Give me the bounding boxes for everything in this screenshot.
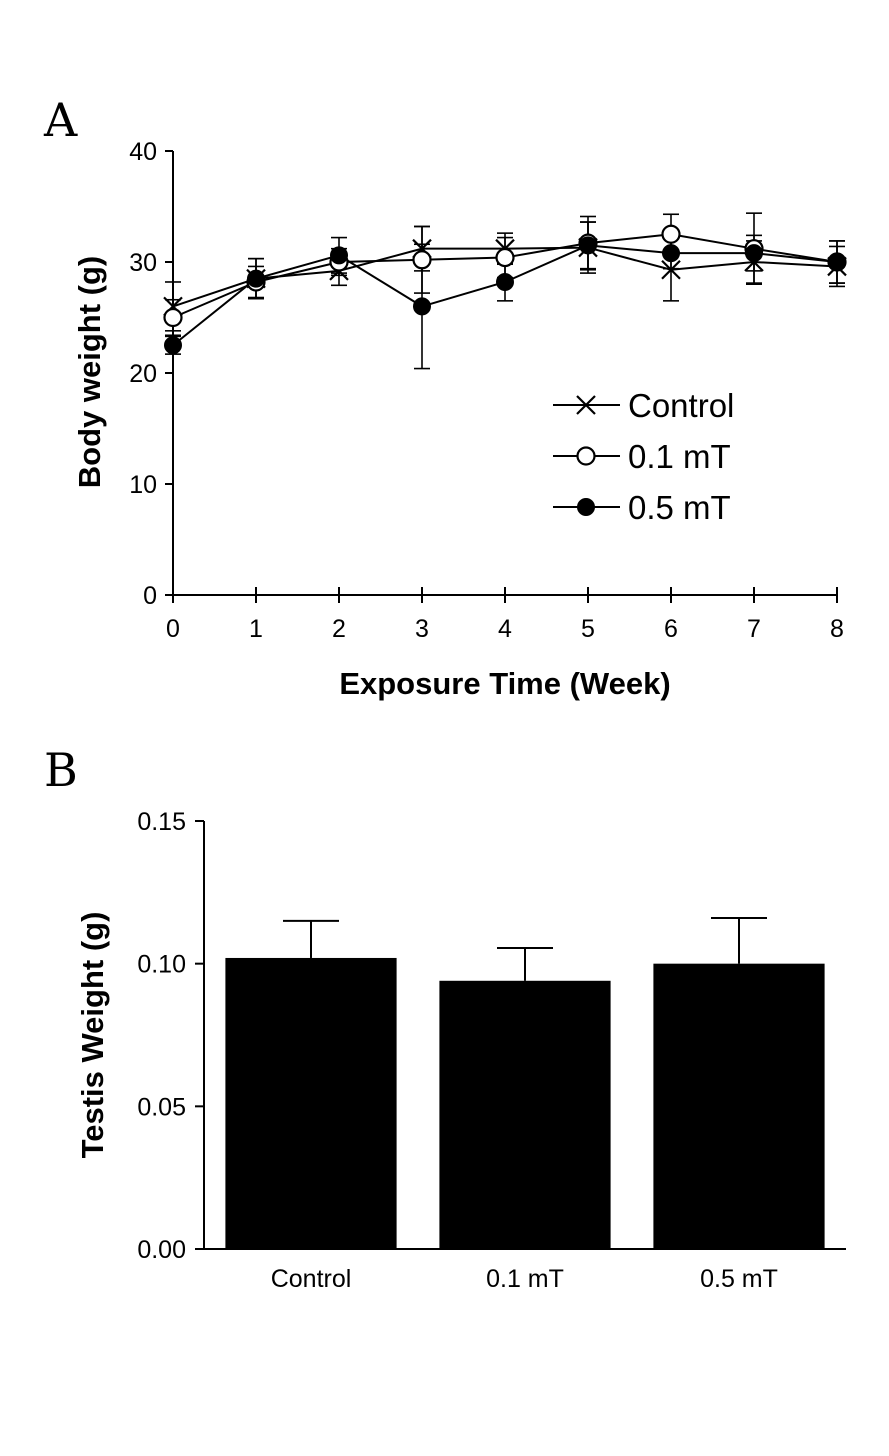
bar-category-label: Control — [271, 1265, 352, 1293]
legend-marker — [577, 498, 595, 516]
data-point — [412, 250, 432, 270]
panel-a-series — [163, 212, 847, 370]
panel-a-x-tick-label: 6 — [664, 615, 678, 643]
panel-a-x-tick-label: 4 — [498, 615, 512, 643]
data-point — [330, 246, 348, 265]
panel-a-axes — [165, 150, 838, 603]
bar — [225, 957, 397, 1249]
panel-b-bar-chart: B 0.00 0.05 0.10 0.15 Control 0.1 mT 0.5 mT T… — [44, 743, 846, 1293]
data-point — [247, 269, 265, 288]
legend-label: 0.1 mT — [628, 438, 731, 475]
panel-a-y-tick-label: 20 — [129, 360, 157, 388]
data-point — [828, 253, 846, 271]
panel-a-x-tick-label: 1 — [249, 615, 263, 643]
legend-marker — [576, 395, 596, 415]
legend-entry: Control — [553, 387, 734, 424]
panel-b-y-axis-title: Testis Weight (g) — [75, 912, 110, 1159]
panel-b-bars — [225, 917, 825, 1249]
bar-category-label: 0.5 mT — [700, 1265, 778, 1293]
panel-a-y-axis-title: Body weight (g) — [72, 256, 107, 488]
data-point — [579, 236, 597, 255]
panel-a-x-tick-labels: 0 1 2 3 4 5 6 7 8 — [166, 615, 844, 643]
data-point — [495, 247, 515, 268]
legend-entry: 0.5 mT — [553, 489, 731, 526]
panel-a-x-tick-label: 0 — [166, 615, 180, 643]
panel-a-y-tick-label: 30 — [129, 249, 157, 277]
panel-a-y-tick-label: 40 — [129, 138, 157, 166]
legend-label: Control — [628, 387, 734, 424]
legend-entry: 0.1 mT — [553, 438, 731, 475]
legend-label: 0.5 mT — [628, 489, 731, 526]
panel-b-y-tick-labels: 0.00 0.05 0.10 0.15 — [137, 808, 186, 1264]
panel-a-markers-2 — [164, 236, 846, 355]
panel-a-x-tick-label: 2 — [332, 615, 346, 643]
data-point — [661, 224, 681, 244]
panel-a-x-tick-label: 5 — [581, 615, 595, 643]
data-point — [164, 336, 182, 355]
data-point — [496, 272, 514, 291]
panel-a-x-axis-title: Exposure Time (Week) — [339, 666, 670, 701]
panel-b-y-tick-label: 0.15 — [137, 808, 186, 836]
panel-a-x-tick-label: 7 — [747, 615, 761, 643]
bar-category-label: 0.1 mT — [486, 1265, 564, 1293]
panel-a-y-tick-labels: 0 10 20 30 40 — [129, 138, 157, 610]
panel-a-x-tick-label: 8 — [830, 615, 844, 643]
panel-a-y-tick-label: 0 — [143, 582, 157, 610]
bar — [439, 980, 611, 1249]
panel-a-y-tick-label: 10 — [129, 471, 157, 499]
data-point — [661, 259, 681, 280]
panel-b-y-tick-label: 0.10 — [137, 951, 186, 979]
panel-b-y-tick-label: 0.05 — [137, 1093, 186, 1121]
panel-b-category-labels: Control 0.1 mT 0.5 mT — [271, 1265, 778, 1293]
data-point — [745, 244, 763, 263]
data-point — [163, 307, 183, 328]
data-point — [413, 297, 431, 316]
panel-b-y-tick-label: 0.00 — [137, 1236, 186, 1264]
panel-a-x-tick-label: 3 — [415, 615, 429, 643]
panel-a-legend: Control 0.1 mT 0.5 mT — [553, 387, 734, 526]
bar — [653, 963, 825, 1249]
legend-marker — [576, 446, 596, 466]
panel-b-letter: B — [44, 743, 78, 797]
panel-a-letter: A — [43, 93, 78, 147]
panel-a-line-chart: A 0 10 20 30 40 0 1 2 3 4 5 6 7 8 Body weight (g) Ex… — [43, 93, 847, 701]
data-point — [662, 244, 680, 263]
